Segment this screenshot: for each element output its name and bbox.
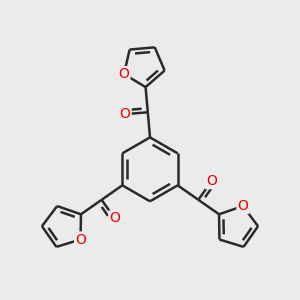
Text: O: O <box>75 232 86 247</box>
Text: O: O <box>206 174 217 188</box>
Text: O: O <box>109 212 120 225</box>
Text: O: O <box>120 107 130 121</box>
Text: O: O <box>118 67 129 81</box>
Text: O: O <box>237 199 248 213</box>
